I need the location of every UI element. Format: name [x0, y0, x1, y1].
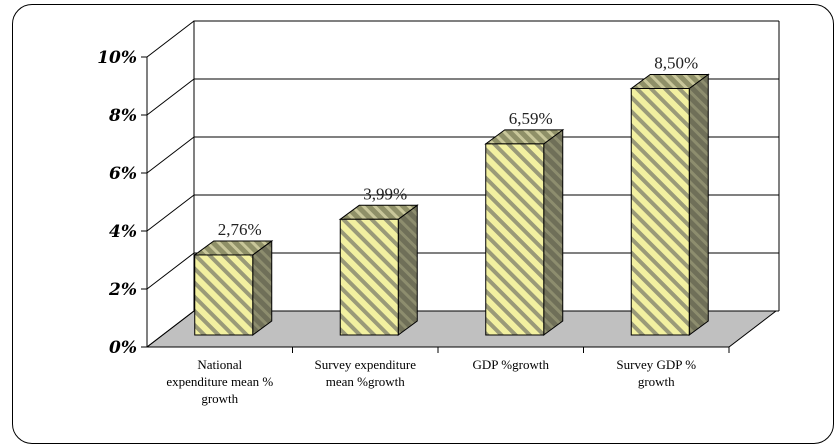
y-tick-label: 8%	[108, 106, 137, 126]
side-wall-line	[146, 78, 195, 116]
data-label: 3,99%	[363, 184, 407, 203]
x-tick-label: GDP %growth	[473, 357, 550, 372]
bar	[339, 218, 399, 336]
side-wall-line	[146, 252, 195, 290]
side-wall-line	[146, 310, 195, 348]
x-tick-label: Survey GDP %	[616, 357, 696, 372]
bar	[485, 143, 545, 336]
bar-side	[543, 128, 564, 336]
bar	[194, 254, 254, 336]
y-tick-label: 10%	[97, 48, 137, 68]
x-tick-label: expenditure mean %	[166, 374, 273, 389]
y-tick-label: 4%	[109, 222, 137, 242]
bar-chart: 0% 2% 4% 6% 8% 10% 2,76% National expenditure me…	[97, 20, 780, 406]
x-tick-label: National	[197, 357, 242, 372]
y-tick-label: 2%	[108, 280, 137, 300]
x-tick-label: growth	[638, 374, 675, 389]
x-tick-label: Survey expenditure	[315, 357, 417, 372]
side-wall-line	[146, 136, 195, 174]
data-label: 6,59%	[509, 109, 553, 128]
data-label: 2,76%	[218, 220, 262, 239]
bar-side	[252, 239, 273, 336]
y-tick-label: 6%	[109, 164, 137, 184]
side-wall-line	[146, 20, 195, 58]
x-tick-label: mean %growth	[326, 374, 406, 389]
bar-side	[397, 204, 418, 336]
x-tick-label: growth	[201, 391, 238, 406]
y-tick-label: 0%	[109, 338, 137, 358]
chart-frame: 0% 2% 4% 6% 8% 10% 2,76% National expenditure me…	[12, 4, 834, 444]
bar-side	[688, 73, 709, 336]
side-wall-line	[146, 194, 195, 232]
bar	[630, 88, 690, 336]
data-label: 8,50%	[654, 54, 698, 73]
